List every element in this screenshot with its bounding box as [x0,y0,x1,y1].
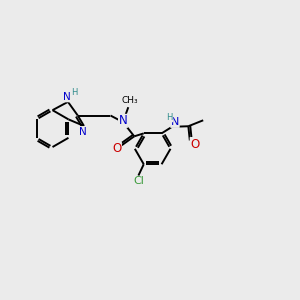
Text: O: O [190,138,200,151]
Text: H: H [167,113,173,122]
Text: N: N [171,117,179,128]
Text: CH₃: CH₃ [122,96,138,105]
Text: O: O [112,142,121,155]
Text: H: H [71,88,78,98]
Text: N: N [79,127,86,136]
Text: N: N [118,114,127,128]
Text: N: N [63,92,70,102]
Text: Cl: Cl [133,176,144,187]
